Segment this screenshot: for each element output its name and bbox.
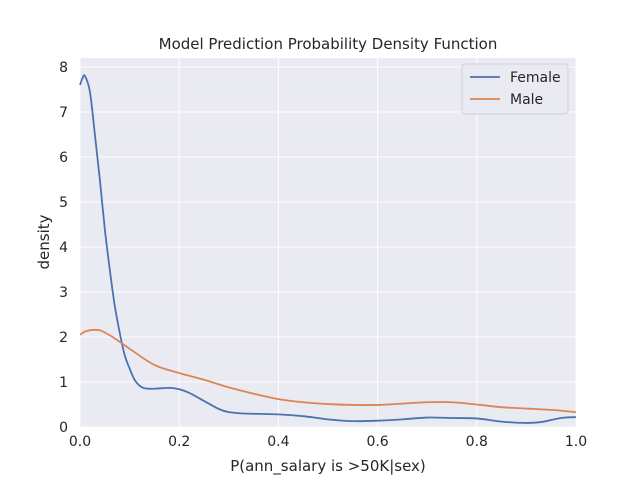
x-tick-label: 0.4 [267, 434, 289, 450]
x-axis-label: P(ann_salary is >50K|sex) [230, 457, 426, 476]
y-axis-label: density [35, 214, 53, 269]
legend: Female Male [461, 63, 569, 115]
legend-label-male: Male [510, 92, 543, 108]
y-tick-label: 5 [59, 195, 68, 211]
y-tick-label: 4 [59, 240, 68, 256]
x-tick-label: 0.8 [466, 434, 488, 450]
y-tick-label: 2 [59, 330, 68, 346]
y-tick-label: 3 [59, 285, 68, 301]
y-tick-label: 0 [59, 420, 68, 436]
series-line-male [79, 328, 577, 414]
tick-labels: 0.0 0.2 0.4 0.6 0.8 1.0 0 1 2 3 4 5 6 7 8 [59, 60, 587, 450]
y-tick-label: 6 [59, 150, 68, 166]
y-tick-label: 8 [59, 60, 68, 76]
y-tick-label: 7 [59, 105, 68, 121]
series-layer [79, 74, 577, 424]
y-tick-label: 1 [59, 375, 68, 391]
chart-title: Model Prediction Probability Density Fun… [159, 35, 498, 53]
x-tick-label: 1.0 [565, 434, 587, 450]
grid [79, 58, 577, 428]
plot-background [80, 58, 576, 427]
legend-label-female: Female [510, 70, 561, 86]
x-tick-label: 0.2 [168, 434, 190, 450]
x-tick-label: 0.0 [69, 434, 91, 450]
series-line-female [79, 74, 577, 424]
x-tick-label: 0.6 [366, 434, 388, 450]
